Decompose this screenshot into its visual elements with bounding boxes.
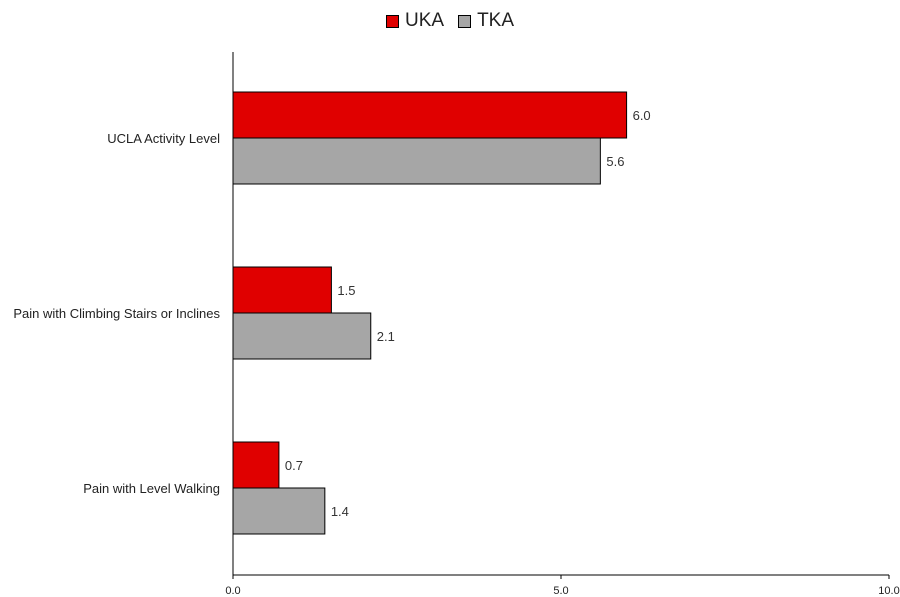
bar-uka [232, 441, 280, 489]
data-label-uka: 0.7 [285, 458, 303, 473]
data-label-uka: 6.0 [633, 108, 651, 123]
legend-swatch-uka [385, 14, 399, 28]
category-label: Pain with Climbing Stairs or Inclines [13, 306, 220, 321]
bar-tka [232, 137, 601, 185]
data-label-tka: 5.6 [606, 154, 624, 169]
x-tick-label: 0.0 [225, 585, 240, 597]
legend-item-uka: UKA [385, 10, 445, 32]
x-tick-label: 10.0 [878, 585, 899, 597]
category-label: UCLA Activity Level [107, 131, 220, 146]
legend-swatch-tka [458, 14, 472, 28]
legend-label-uka: UKA [404, 10, 445, 31]
bar-tka [232, 487, 326, 535]
bar-uka [232, 266, 332, 314]
legend-item-tka: TKA [458, 10, 514, 32]
bar-uka [232, 91, 628, 139]
x-tick-label: 5.0 [553, 585, 568, 597]
data-label-tka: 1.4 [331, 504, 349, 519]
data-label-uka: 1.5 [337, 283, 355, 298]
legend: UKA TKA [0, 10, 900, 32]
legend-label-tka: TKA [477, 10, 515, 31]
category-label: Pain with Level Walking [83, 481, 220, 496]
bar-tka [232, 312, 372, 360]
data-label-tka: 2.1 [377, 329, 395, 344]
